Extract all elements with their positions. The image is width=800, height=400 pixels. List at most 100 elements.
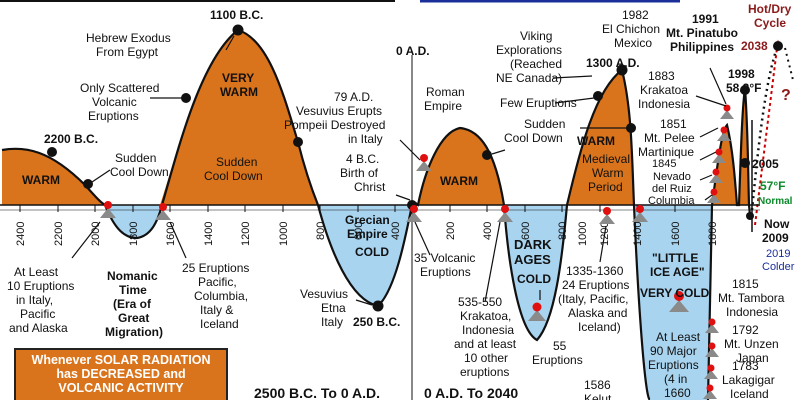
dot-viking xyxy=(593,91,603,101)
label-krak535-3: Indonesia xyxy=(462,323,514,337)
label-viking-1: Viking xyxy=(520,29,552,43)
warm-region-left xyxy=(2,148,105,205)
label-kelut-1: 1586 xyxy=(584,378,611,392)
label-vesuvius-1: 79 A.D. xyxy=(334,90,373,104)
label-kelut-2: Kelut xyxy=(584,392,612,400)
label-krak1883-1: 1883 xyxy=(648,69,675,83)
dot-250bc xyxy=(372,300,384,312)
label-normal-1: 57°F xyxy=(760,179,785,193)
label-tambora-2: Mt. Tambora xyxy=(718,291,785,305)
label-nomanic-3: (Era of xyxy=(113,297,152,311)
label-hotdry-2: Cycle xyxy=(754,16,786,30)
label-viking-4: NE Canada) xyxy=(496,71,562,85)
projection-dotted-down xyxy=(784,47,794,81)
tick-label: 600 xyxy=(520,222,532,240)
tick-labels-ad: 200 400 600 800 1000 1200 1400 1600 1800 xyxy=(445,222,719,246)
label-grecian-2: Empire xyxy=(347,227,388,241)
label-warm-medieval: WARM xyxy=(577,134,615,148)
volcano-icon xyxy=(416,154,432,171)
label-colder-2: Colder xyxy=(762,261,795,273)
dot-1300ad xyxy=(616,64,628,76)
label-pelee-2: Mt. Pelee xyxy=(644,131,695,145)
label-christ-1: 4 B.C. xyxy=(346,152,379,166)
label-vesuvius-4: in Italy xyxy=(348,132,383,146)
volcano-icon xyxy=(497,205,513,222)
label-35volc-2: Eruptions xyxy=(420,265,471,279)
label-scattered-3: Eruptions xyxy=(88,109,139,123)
tick-label: 1600 xyxy=(165,222,177,246)
label-scattered-2: Volcanic xyxy=(92,95,137,109)
dot-2005 xyxy=(740,158,750,168)
label-chichon-3: Mexico xyxy=(614,36,652,50)
tick-label: 600 xyxy=(353,222,365,240)
tick-label: 200 xyxy=(445,222,457,240)
volcano-icon xyxy=(669,291,689,312)
label-2038: 2038 xyxy=(741,39,768,53)
tick-label: 1400 xyxy=(632,222,644,246)
label-laki-1: 1783 xyxy=(732,359,759,373)
label-christ-3: Christ xyxy=(354,180,386,194)
label-250bc: 250 B.C. xyxy=(353,315,400,329)
label-nomanic-4: Great xyxy=(118,311,149,325)
note-line-2: has DECREASED and xyxy=(56,367,186,381)
note-line-1: Whenever SOLAR RADIATION xyxy=(31,353,211,367)
tick-label: 1000 xyxy=(278,222,290,246)
label-ruiz-3: del Ruiz xyxy=(652,183,692,195)
label-unzen-2: Mt. Unzen xyxy=(724,337,779,351)
label-sudden-right-2: Cool Down xyxy=(504,131,563,145)
volcano-icon xyxy=(703,384,717,399)
label-dark-1: DARK xyxy=(514,237,552,252)
label-25erup-2: Pacific, xyxy=(198,275,237,289)
label-little-1: "LITTLE xyxy=(652,251,698,265)
label-25erup-4: Italy & xyxy=(200,303,233,317)
volcano-icon xyxy=(704,364,718,379)
label-55-2: Eruptions xyxy=(532,353,583,367)
label-etna-3: Italy xyxy=(321,315,343,329)
label-nomanic-5: Migration) xyxy=(105,325,163,339)
label-ruiz-4: Columbia xyxy=(648,195,695,207)
label-exodus-1: Hebrew Exodus xyxy=(86,31,171,45)
label-nomanic-2: Time xyxy=(119,283,147,297)
label-viking-2: Explorations xyxy=(496,43,562,57)
label-krak535-5: 10 other xyxy=(464,351,508,365)
label-atleast90-2: 90 Major xyxy=(650,344,697,358)
dot-now xyxy=(746,212,754,220)
label-grecian-1: Grecian xyxy=(345,213,390,227)
volcano-icon xyxy=(705,318,719,333)
label-laki-2: Lakagigar xyxy=(722,373,775,387)
label-ad-range: 0 A.D. To 2040 xyxy=(424,385,518,400)
label-exodus-2: From Egypt xyxy=(96,45,159,59)
label-25erup-5: Iceland xyxy=(200,317,239,331)
temperature-curve-modern xyxy=(706,87,752,400)
label-atleast10-2: 10 Eruptions xyxy=(7,279,74,293)
label-hotdry-1: Hot/Dry xyxy=(748,2,792,16)
label-laki-3: Iceland xyxy=(730,387,769,400)
label-etna-1: Vesuvius xyxy=(300,287,348,301)
label-atleast10-1: At Least xyxy=(14,265,59,279)
label-krak1883-2: Krakatoa xyxy=(640,83,688,97)
dot-1998 xyxy=(740,85,750,95)
label-ruiz-2: Nevado xyxy=(653,171,691,183)
label-atleast10-3: in Italy, xyxy=(16,293,53,307)
label-very-cold: VERY COLD xyxy=(640,286,710,300)
label-sudden-mid-2: Cool Down xyxy=(204,169,263,183)
label-scattered-1: Only Scattered xyxy=(80,81,159,95)
label-1335-5: Iceland) xyxy=(578,320,621,334)
label-normal-2: Normal xyxy=(758,196,793,207)
dot-scattered xyxy=(181,93,191,103)
label-55-1: 55 xyxy=(553,339,567,353)
label-1335-1: 1335-1360 xyxy=(566,264,624,278)
label-1300ad: 1300 A.D. xyxy=(586,56,640,70)
label-tambora-1: 1815 xyxy=(732,277,759,291)
volcano-icon xyxy=(717,126,731,141)
label-bc-range: 2500 B.C. To 0 A.D. xyxy=(254,385,380,400)
label-1100bc: 1100 B.C. xyxy=(210,8,263,22)
label-krak535-4: and at least xyxy=(454,337,517,351)
label-atleast10-4: Pacific xyxy=(20,307,55,321)
label-chichon-2: El Chichon xyxy=(602,22,660,36)
label-roman-2: Empire xyxy=(424,99,462,113)
label-atleast90-4: (4 in xyxy=(664,372,687,386)
label-vesuvius-3: Pompeii Destroyed xyxy=(284,118,385,132)
label-1335-4: Alaska and xyxy=(568,306,627,320)
